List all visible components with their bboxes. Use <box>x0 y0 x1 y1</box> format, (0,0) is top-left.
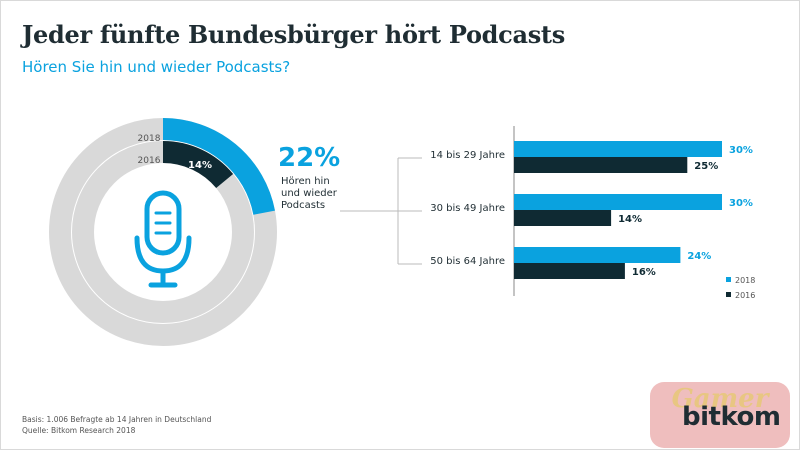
category-label: 14 bis 29 Jahre <box>430 150 505 161</box>
legend-swatch-2016 <box>726 292 731 297</box>
bar-2016 <box>514 157 688 173</box>
bitkom-logo: bitkom <box>682 402 781 432</box>
donut-inner-arc-2016 <box>162 141 234 189</box>
bar-2016 <box>514 263 625 279</box>
page-subtitle: Hören Sie hin und wieder Podcasts? <box>22 58 291 76</box>
donut-outer-year-label: 2018 <box>138 134 161 144</box>
legend-label-2016: 2016 <box>735 291 755 300</box>
connector-lines <box>340 157 422 265</box>
bar-value-label: 14% <box>618 214 642 225</box>
donut-chart: 2018 2016 14% <box>49 118 277 346</box>
footnote-source: Quelle: Bitkom Research 2018 <box>22 426 136 435</box>
legend-label-2018: 2018 <box>735 276 755 285</box>
bar-2016 <box>514 210 612 226</box>
bar-chart: 14 bis 29 Jahre 30% 25% 30 bis 49 Jahre 30% 1… <box>430 126 753 296</box>
bar-value-label: 30% <box>729 145 753 156</box>
caption-line-2: und wieder <box>281 188 338 199</box>
bar-2018 <box>514 247 681 263</box>
footnote: Basis: 1.006 Befragte ab 14 Jahren in De… <box>22 414 211 436</box>
legend: 2018 2016 <box>726 276 755 300</box>
headline-percent: 22% <box>278 143 340 173</box>
bar-value-label: 16% <box>632 267 656 278</box>
bar-value-label: 25% <box>694 161 718 172</box>
gamer-watermark-logo: Gamer <box>650 382 790 448</box>
bar-2018 <box>514 194 722 210</box>
donut-outer-arc-2018 <box>162 118 275 216</box>
donut-inner-year-label: 2016 <box>138 156 161 166</box>
category-label: 50 bis 64 Jahre <box>430 256 505 267</box>
microphone-icon <box>134 190 192 288</box>
caption-line-3: Podcasts <box>281 200 325 211</box>
caption-line-1: Hören hin <box>281 176 330 187</box>
bar-value-label: 30% <box>729 198 753 209</box>
page-title: Jeder fünfte Bundesbürger hört Podcasts <box>22 20 565 49</box>
legend-swatch-2018 <box>726 277 731 282</box>
donut-inner-value-label: 14% <box>188 160 212 171</box>
category-label: 30 bis 49 Jahre <box>430 203 505 214</box>
footnote-basis: Basis: 1.006 Befragte ab 14 Jahren in De… <box>22 415 212 424</box>
bar-2018 <box>514 141 722 157</box>
bar-value-label: 24% <box>687 251 711 262</box>
